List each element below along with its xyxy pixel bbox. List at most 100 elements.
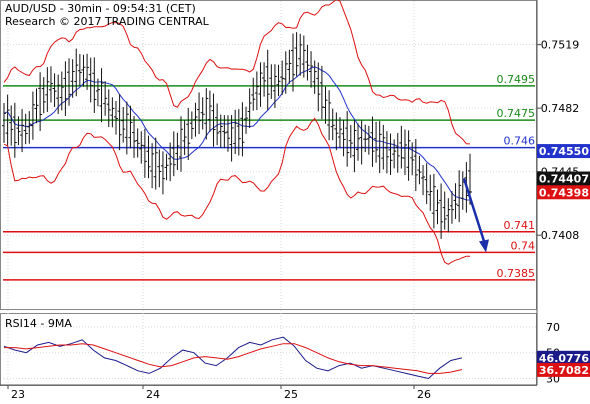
chart-subtitle: Research © 2017 TRADING CENTRAL [5, 15, 210, 28]
price-bar [16, 116, 21, 146]
price-bar [63, 61, 68, 116]
price-bar [254, 71, 259, 111]
price-bar [81, 54, 86, 87]
price-bar [30, 91, 35, 140]
price-bar [74, 48, 79, 97]
price-bar [67, 58, 72, 106]
price-bar [413, 139, 418, 192]
price-bar [442, 191, 447, 230]
price-bar [251, 77, 256, 111]
price-bar [215, 103, 220, 146]
price-bar [265, 49, 270, 110]
price-bar [272, 64, 277, 108]
projection-arrow-head [479, 239, 489, 253]
price-bar [309, 51, 314, 88]
price-bar [179, 116, 184, 172]
arrow-layer [462, 178, 489, 253]
price-bar [99, 68, 104, 123]
price-bar [146, 135, 151, 179]
price-bar [280, 60, 285, 95]
price-bar [52, 73, 57, 107]
price-bar [348, 125, 353, 158]
price-bar [240, 102, 245, 157]
price-bar [197, 92, 202, 135]
price-bar [34, 88, 39, 124]
price-bar [294, 32, 299, 77]
price-bar [406, 130, 411, 181]
price-bar [283, 51, 288, 94]
price-bar [103, 81, 108, 116]
price-bar [395, 133, 400, 173]
bollinger-upper [3, 0, 471, 145]
price-bar [305, 44, 310, 81]
rsi-line [3, 336, 463, 380]
price-tag: 0.74398 [539, 186, 589, 199]
price-bar [449, 191, 454, 224]
price-bar [345, 111, 350, 167]
price-bar [41, 77, 46, 114]
price-bar [236, 109, 241, 156]
price-bar [388, 133, 393, 176]
price-bar [110, 97, 115, 128]
price-bar [175, 132, 180, 170]
bollinger-lower [3, 117, 470, 265]
price-tag: 0.74550 [539, 145, 589, 158]
price-bar [262, 62, 267, 97]
rsi-value-tag-bg [537, 362, 590, 377]
price-bar [356, 123, 361, 161]
price-bar [381, 124, 386, 170]
price-bar [113, 101, 118, 135]
price-bar [211, 93, 216, 147]
price-bar [171, 131, 176, 177]
price-bar [233, 109, 238, 155]
price-bar [374, 121, 379, 163]
price-bar [244, 106, 249, 134]
price-bar [341, 119, 346, 157]
projection-arrow [462, 178, 487, 245]
price-bar [435, 189, 440, 225]
price-bar [290, 33, 295, 92]
price-bar [276, 64, 281, 97]
price-bar [330, 108, 335, 141]
price-bar [124, 101, 129, 155]
price-bar [117, 94, 122, 151]
price-bar [128, 105, 133, 149]
price-bar [92, 57, 97, 113]
level-label: 0.746 [504, 135, 536, 148]
price-bar [428, 174, 433, 211]
price-bar [222, 115, 227, 149]
rsi-axis-tick-label: 70 [546, 321, 560, 334]
price-bar [135, 128, 140, 158]
price-bar [421, 165, 426, 196]
price-bar [157, 149, 162, 188]
main-panel-frame [0, 0, 537, 310]
price-bar [20, 109, 25, 153]
rsi-value-tag: 36.7082 [539, 364, 589, 377]
price-tag-bg [537, 144, 590, 159]
price-bar [139, 131, 144, 164]
price-bar [229, 115, 234, 162]
y-axis-tick-label: 0.7408 [541, 229, 580, 242]
price-bar [287, 49, 292, 84]
level-label: 0.74 [511, 239, 536, 252]
x-axis-day-label: 24 [146, 388, 160, 400]
price-tag-bg [537, 185, 590, 200]
price-bar [45, 67, 50, 112]
price-bar [160, 151, 165, 195]
price-bar [334, 112, 339, 151]
x-axis-day-label: 26 [417, 388, 431, 400]
price-bar [207, 90, 212, 132]
y-axis-tick-label: 0.7482 [541, 102, 580, 115]
rsi-title: RSI14 - 9MA [5, 317, 72, 330]
price-bar [410, 142, 415, 176]
price-bar [48, 66, 53, 103]
price-bar [424, 163, 429, 204]
price-bar [247, 88, 252, 129]
price-bar [95, 78, 100, 107]
price-bar [59, 71, 64, 111]
grid-layer [4, 1, 537, 385]
price-bar [153, 137, 158, 190]
price-bar [204, 88, 209, 140]
